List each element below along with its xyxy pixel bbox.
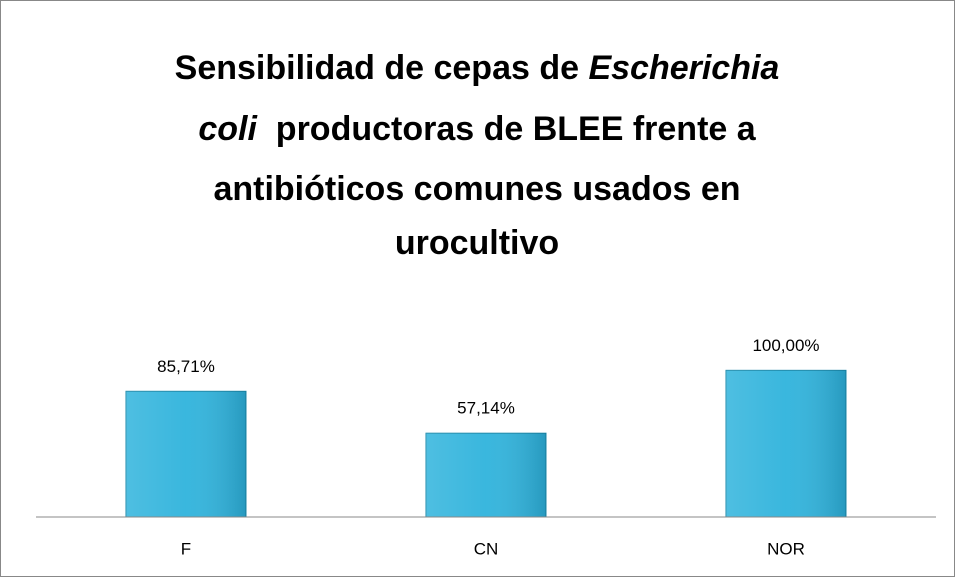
bar bbox=[725, 369, 847, 518]
data-label: 100,00% bbox=[752, 336, 819, 355]
bar bbox=[425, 432, 547, 518]
data-label: 57,14% bbox=[457, 399, 515, 418]
chart-title: urocultivo bbox=[395, 224, 559, 262]
x-tick-label: F bbox=[181, 539, 191, 558]
chart-title: Sensibilidad de cepas de Escherichia bbox=[175, 49, 780, 87]
title-run: productoras de BLEE frente a bbox=[257, 110, 757, 148]
x-tick-label: CN bbox=[474, 539, 499, 558]
x-tick-label: NOR bbox=[767, 539, 805, 558]
data-label: 85,71% bbox=[157, 357, 215, 376]
chart-title: coli productoras de BLEE frente a bbox=[198, 110, 756, 148]
title-run: Sensibilidad de cepas de bbox=[175, 49, 589, 87]
title-run: Escherichia bbox=[588, 49, 779, 87]
title-run: coli bbox=[198, 110, 258, 148]
bar bbox=[125, 390, 247, 518]
chart-title: antibióticos comunes usados en bbox=[213, 170, 740, 208]
